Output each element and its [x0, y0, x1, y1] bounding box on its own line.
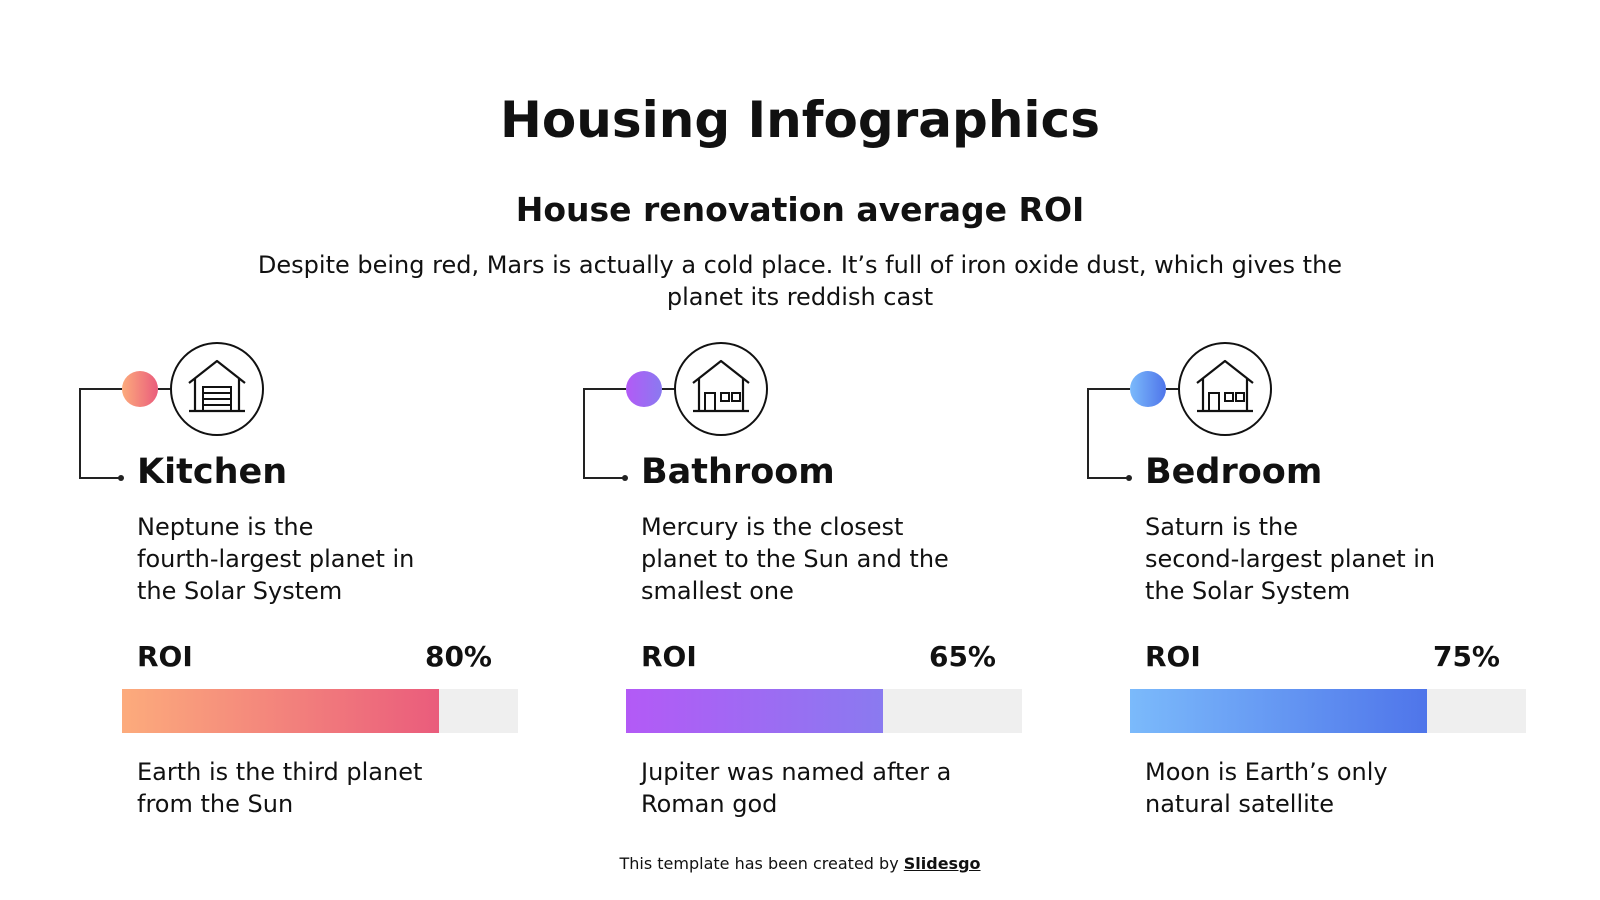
- item-description: fourth-largest planet in: [137, 545, 415, 573]
- item-title: Kitchen: [137, 452, 288, 492]
- item-title: Bedroom: [1145, 452, 1323, 492]
- footer-link[interactable]: Slidesgo: [903, 854, 981, 873]
- value-label: 80%: [424, 640, 492, 673]
- description-line: planet its reddish cast: [666, 283, 934, 311]
- item-title: Bathroom: [641, 452, 835, 492]
- bar: [626, 689, 884, 733]
- house-icon: [1208, 392, 1245, 411]
- metric-label: ROI: [641, 640, 697, 673]
- item-note: from the Sun: [137, 790, 294, 818]
- item-description: Saturn is the: [1145, 513, 1299, 541]
- bar: [122, 689, 439, 733]
- icon-circle: [1178, 342, 1272, 436]
- color-dot: [122, 371, 158, 407]
- item-note: natural satellite: [1145, 790, 1334, 818]
- item-note: Jupiter was named after a: [641, 758, 952, 786]
- bar: [1130, 689, 1427, 733]
- color-dot: [626, 371, 662, 407]
- house-icon: [1196, 359, 1254, 413]
- house-icon: [188, 359, 246, 413]
- item-description: second-largest planet in: [1145, 545, 1436, 573]
- item-description: the Solar System: [137, 577, 343, 605]
- connector: [1087, 388, 1130, 479]
- item-description: the Solar System: [1145, 577, 1351, 605]
- footer: This template has been created by Slides…: [619, 856, 980, 872]
- connector: [79, 388, 122, 479]
- item-description: Mercury is the closest: [641, 513, 904, 541]
- connector: [583, 388, 626, 479]
- color-dot: [1130, 371, 1166, 407]
- description-line: Despite being red, Mars is actually a co…: [257, 251, 1343, 279]
- footer-text: This template has been created by: [619, 854, 899, 873]
- connector-dot: [1126, 475, 1132, 481]
- icon-circle: [674, 342, 768, 436]
- value-label: 75%: [1432, 640, 1500, 673]
- connector-dot: [622, 475, 628, 481]
- title: Housing Infographics: [500, 91, 1100, 149]
- metric-label: ROI: [137, 640, 193, 673]
- house-icon: [704, 392, 741, 411]
- item-note: Roman god: [641, 790, 778, 818]
- item-note: Moon is Earth’s only: [1145, 758, 1388, 786]
- house-icon: [202, 386, 232, 411]
- item-note: Earth is the third planet: [137, 758, 423, 786]
- connector-dot: [118, 475, 124, 481]
- value-label: 65%: [928, 640, 996, 673]
- item-description: Neptune is the: [137, 513, 314, 541]
- metric-label: ROI: [1145, 640, 1201, 673]
- icon-circle: [170, 342, 264, 436]
- item-description: smallest one: [641, 577, 794, 605]
- subtitle: House renovation average ROI: [515, 190, 1085, 229]
- house-icon: [692, 359, 750, 413]
- item-description: planet to the Sun and the: [641, 545, 949, 573]
